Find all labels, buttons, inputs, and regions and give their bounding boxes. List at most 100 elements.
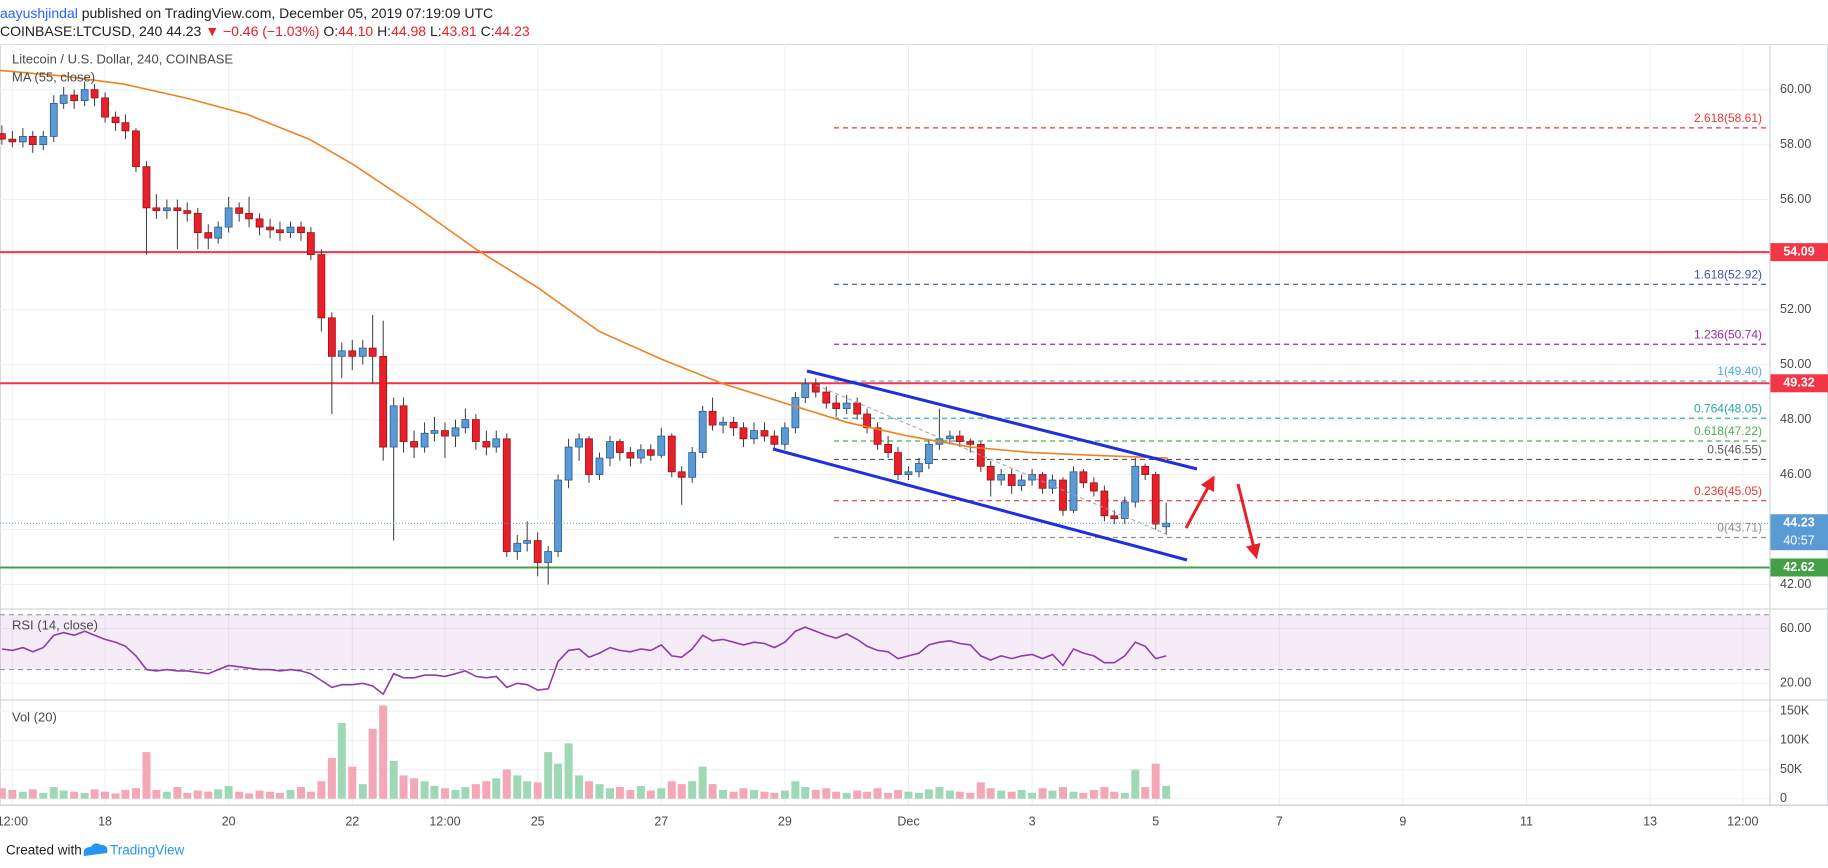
volume-bar (595, 784, 604, 799)
x-tick-label: 22 (345, 814, 359, 828)
candle-body (8, 138, 17, 143)
fib-label: 0(43.71) (1717, 521, 1762, 535)
volume-bar (430, 785, 439, 799)
volume-bar (327, 757, 336, 799)
candle-body (193, 212, 202, 234)
fib-trend-line (815, 384, 1167, 535)
fib-label: 0.618(47.22) (1694, 424, 1762, 438)
y-tick-label: 50K (1780, 762, 1803, 776)
volume-bar (173, 787, 182, 799)
volume-bar (832, 791, 841, 799)
y-tick-label: 100K (1780, 733, 1810, 747)
volume-bar (1120, 792, 1129, 799)
volume-bar (1162, 785, 1171, 799)
candle-body (822, 391, 831, 404)
volume-bar (1110, 791, 1119, 799)
candle-body (451, 427, 460, 437)
footer-brand[interactable]: TradingView (110, 843, 185, 858)
candle-body (420, 432, 429, 448)
volume-bar (1038, 788, 1047, 799)
candle-body (1151, 474, 1160, 525)
volume-bar (698, 766, 707, 799)
x-tick-label: 29 (778, 814, 792, 828)
candle-body (636, 449, 645, 459)
overlay-layer: 12:00 18 20 22 12:00 25 27 29 Dec 3 5 7 9 11 13 12:00 42… (0, 82, 1828, 828)
candle-body (966, 441, 975, 445)
volume-bar (997, 790, 1006, 799)
candle-body (884, 443, 892, 453)
y-tick-label: 20.00 (1780, 676, 1811, 690)
volume-bar (1007, 791, 1016, 799)
x-tick-label: 3 (1029, 814, 1036, 828)
candle-body (49, 102, 58, 137)
volume-bar (348, 766, 357, 799)
candle-body (915, 463, 923, 473)
arrow-up (1184, 475, 1215, 529)
symbol: COINBASE:LTCUSD, 240 (0, 23, 163, 39)
volume-bar (719, 789, 728, 799)
volume-legend: Vol (20) (12, 709, 57, 724)
level-label: 42.62 (1783, 560, 1814, 574)
change: −0.46 (−1.03%) (223, 23, 320, 39)
volume-bar (605, 788, 614, 799)
candle-body (1017, 479, 1026, 486)
x-tick-label: 18 (98, 814, 112, 828)
ma-line (0, 69, 1169, 459)
candle-body (0, 133, 6, 140)
candle-body (306, 232, 315, 256)
candle-body (606, 441, 614, 459)
volume-bar (399, 775, 408, 799)
arrow-down (1236, 483, 1261, 560)
candle-body (1089, 482, 1098, 492)
header-line-2: COINBASE:LTCUSD, 240 44.23 ▼ −0.46 (−1.0… (0, 23, 530, 39)
y-tick-label: 46.00 (1780, 467, 1811, 481)
candle-body (1069, 471, 1078, 511)
candle-body (955, 435, 964, 442)
volume-bar (533, 782, 542, 799)
volume-bar (337, 722, 346, 799)
ohlc-value: 43.81 (442, 23, 477, 39)
candle-body (1059, 479, 1067, 511)
candle-body (276, 229, 284, 234)
volume-bar (193, 790, 202, 799)
volume-bar (451, 789, 460, 799)
candle-body (132, 130, 140, 168)
candle-body (70, 94, 79, 102)
volume-bar (183, 792, 192, 799)
change-arrow: ▼ (205, 23, 219, 39)
volume-bar (224, 785, 233, 799)
fib-label: 2.618(58.61) (1694, 111, 1762, 125)
candle-body (317, 254, 326, 319)
ma-legend: MA (55, close) (12, 69, 95, 84)
volume-bar (121, 789, 130, 799)
candle-body (873, 427, 882, 445)
fib-label: 0.764(48.05) (1694, 401, 1762, 415)
x-tick-label: 12:00 (429, 814, 460, 828)
volume-bar (1089, 789, 1098, 799)
volume-bar (904, 791, 913, 799)
candle-body (986, 465, 995, 481)
candle-body (461, 419, 470, 429)
countdown-label: 40:57 (1783, 534, 1814, 548)
volume-bar (101, 791, 110, 799)
candle-body (1110, 515, 1119, 519)
candle-body (750, 430, 758, 440)
fib-label: 0.236(45.05) (1694, 484, 1762, 498)
volume-bar (801, 787, 810, 799)
volume-bar (1048, 790, 1057, 799)
candle-body (544, 551, 553, 563)
candle-body (255, 218, 264, 228)
candle-body (667, 435, 676, 473)
volume-bar (152, 789, 161, 799)
volume-bar (266, 791, 275, 799)
candle-body (945, 435, 954, 440)
author[interactable]: aayushjindal (0, 5, 78, 21)
x-tick-label: 13 (1643, 814, 1657, 828)
candle-body (853, 402, 862, 415)
candle-body (770, 435, 779, 445)
fib-label: 1(49.40) (1717, 364, 1762, 378)
volume-bar (1079, 792, 1088, 799)
candle-body (389, 405, 398, 448)
candle-body (224, 207, 233, 228)
volume-bar (626, 789, 635, 799)
